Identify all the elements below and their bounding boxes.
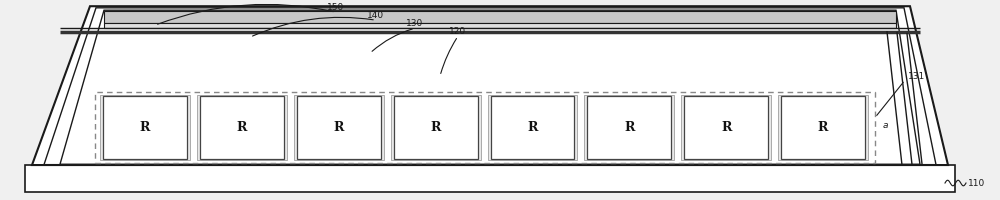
Bar	[587, 96, 671, 159]
Bar	[778, 95, 868, 160]
Bar	[103, 96, 187, 159]
Bar	[95, 92, 875, 163]
Text: 120: 120	[449, 27, 467, 36]
Bar	[584, 95, 674, 160]
Text: 110: 110	[968, 179, 985, 188]
Text: R: R	[334, 121, 344, 134]
Text: R: R	[818, 121, 828, 134]
Polygon shape	[104, 11, 896, 23]
Bar	[197, 95, 287, 160]
Text: R: R	[430, 121, 441, 134]
Text: 131: 131	[908, 72, 925, 81]
Polygon shape	[104, 23, 896, 28]
Bar	[491, 96, 574, 159]
Text: a: a	[882, 121, 888, 130]
Polygon shape	[25, 165, 955, 192]
Bar	[200, 96, 284, 159]
Text: 150: 150	[327, 3, 345, 12]
Text: R: R	[237, 121, 247, 134]
Text: R: R	[721, 121, 731, 134]
Bar	[394, 96, 478, 159]
Bar	[781, 96, 865, 159]
Bar	[681, 95, 771, 160]
Polygon shape	[32, 6, 948, 165]
Bar	[294, 95, 384, 160]
Text: R: R	[624, 121, 634, 134]
Bar	[684, 96, 768, 159]
Text: 130: 130	[406, 19, 424, 28]
Bar	[488, 95, 577, 160]
Polygon shape	[60, 10, 920, 164]
Text: 140: 140	[367, 11, 385, 20]
Bar	[100, 95, 190, 160]
Bar	[297, 96, 381, 159]
Text: R: R	[140, 121, 150, 134]
Polygon shape	[44, 8, 936, 165]
Bar	[391, 95, 480, 160]
Text: R: R	[527, 121, 538, 134]
